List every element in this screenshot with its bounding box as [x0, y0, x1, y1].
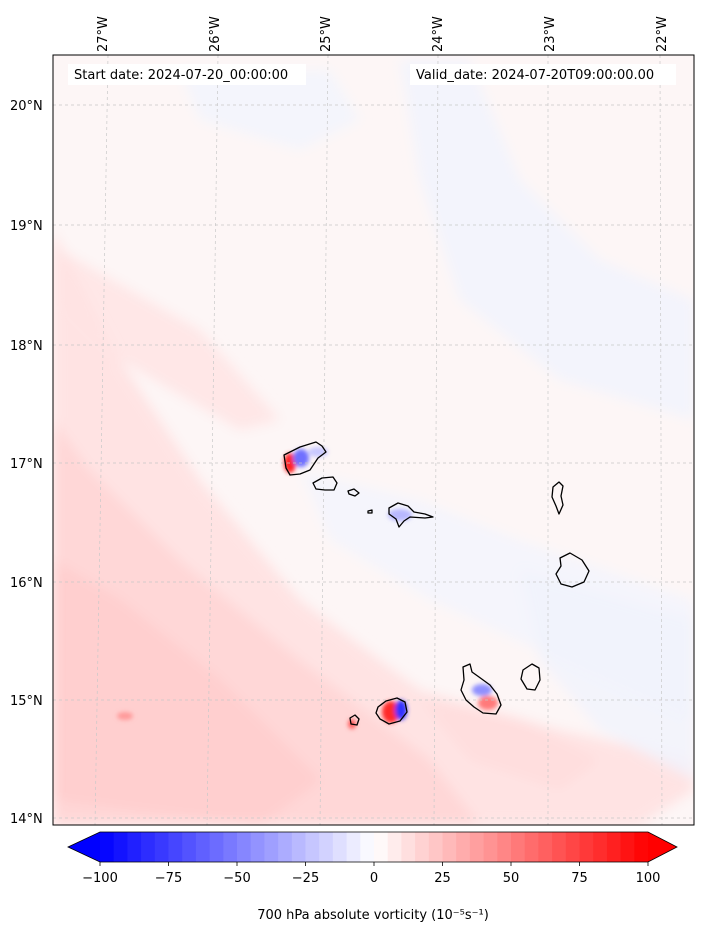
- colorbar-segment: [415, 832, 430, 862]
- colorbar-segment: [291, 832, 307, 862]
- colorbar-segment: [305, 832, 320, 862]
- colorbar-tick-label: −50: [223, 871, 250, 886]
- colorbar-segment: [606, 832, 622, 862]
- island-branco: [367, 509, 373, 514]
- colorbar-segment: [182, 832, 197, 862]
- colorbar-tick-label: −75: [155, 871, 182, 886]
- colorbar-extend-min: [68, 832, 100, 862]
- colorbar-segment: [374, 832, 389, 862]
- colorbar-tick-label: 100: [636, 871, 661, 886]
- colorbar-segment: [579, 832, 594, 862]
- lon-label: 23°W: [543, 16, 558, 52]
- island-sao-nicolau: [388, 502, 434, 528]
- lat-label: 14°N: [10, 812, 43, 827]
- colorbar-segment: [483, 832, 498, 862]
- colorbar-segment: [565, 832, 581, 862]
- island-maio: [520, 663, 541, 691]
- colorbar-segment: [250, 832, 265, 862]
- colorbar-segment: [319, 832, 334, 862]
- colorbar-tick-label: 75: [571, 871, 588, 886]
- colorbar-segment: [497, 832, 512, 862]
- island-fogo: [375, 697, 408, 725]
- colorbar-segment: [223, 832, 238, 862]
- lon-label: 26°W: [208, 16, 223, 52]
- lat-label: 16°N: [10, 576, 43, 591]
- gridlines: [53, 55, 694, 825]
- colorbar-segments: [68, 832, 677, 862]
- island-santa-luzia: [347, 488, 360, 497]
- colorbar: −100 −75 −50 −25 0 25 50 75 100 700 hPa …: [67, 831, 678, 923]
- lon-label: 22°W: [655, 16, 670, 52]
- colorbar-tick-labels: −100 −75 −50 −25 0 25 50 75 100: [82, 871, 660, 886]
- colorbar-segment: [154, 832, 170, 862]
- colorbar-segment: [195, 832, 211, 862]
- colorbar-segment: [237, 832, 252, 862]
- vorticity-field: [53, 60, 694, 825]
- colorbar-tick-label: 0: [370, 871, 378, 886]
- colorbar-segment: [511, 832, 526, 862]
- colorbar-tick-label: 50: [503, 871, 520, 886]
- island-sal: [551, 481, 564, 515]
- header-start-box: [68, 64, 306, 85]
- lon-label: 24°W: [431, 16, 446, 52]
- start-date-text: Start date: 2024-07-20_00:00:00: [74, 68, 288, 83]
- map-frame: [52, 54, 695, 826]
- colorbar-segment: [442, 832, 457, 862]
- lat-label: 19°N: [10, 219, 43, 234]
- colorbar-ticks: [99, 862, 649, 866]
- colorbar-segment: [620, 832, 635, 862]
- colorbar-segment: [401, 832, 416, 862]
- lon-label: 25°W: [319, 16, 334, 52]
- colorbar-segment: [387, 832, 402, 862]
- colorbar-segment: [141, 832, 156, 862]
- colorbar-segment: [552, 832, 567, 862]
- colorbar-segment: [127, 832, 142, 862]
- lat-label: 20°N: [10, 99, 43, 114]
- colorbar-segment: [100, 832, 115, 862]
- colorbar-segment: [209, 832, 224, 862]
- colorbar-tick-label: −25: [292, 871, 319, 886]
- colorbar-tick-label: 25: [434, 871, 451, 886]
- island-sao-vicente: [312, 476, 338, 491]
- lon-label: 27°W: [96, 16, 111, 52]
- lat-label: 15°N: [10, 694, 43, 709]
- colorbar-segment: [524, 832, 539, 862]
- lat-label: 18°N: [10, 339, 43, 354]
- coastlines: [283, 441, 590, 726]
- colorbar-segment: [469, 832, 485, 862]
- lat-label: 17°N: [10, 457, 43, 472]
- latitude-labels: 20°N 19°N 18°N 17°N 16°N 15°N 14°N: [10, 99, 43, 827]
- colorbar-segment: [113, 832, 128, 862]
- island-brava: [349, 714, 360, 726]
- colorbar-segment: [538, 832, 553, 862]
- colorbar-extend-max: [648, 832, 677, 862]
- colorbar-segment: [360, 832, 375, 862]
- colorbar-segment: [634, 832, 649, 862]
- island-boa-vista: [555, 552, 590, 588]
- island-santiago: [460, 663, 502, 715]
- colorbar-segment: [278, 832, 293, 862]
- colorbar-segment: [593, 832, 608, 862]
- colorbar-segment: [346, 832, 361, 862]
- map-panel: Start date: 2024-07-20_00:00:00 Valid_da…: [53, 55, 694, 825]
- colorbar-segment: [264, 832, 279, 862]
- valid-date-text: Valid_date: 2024-07-20T09:00:00.00: [416, 68, 654, 83]
- island-santo-antao: [283, 441, 327, 476]
- colorbar-segment: [168, 832, 183, 862]
- colorbar-segment: [456, 832, 471, 862]
- colorbar-label: 700 hPa absolute vorticity (10⁻⁵s⁻¹): [257, 908, 489, 923]
- header-valid-box: [410, 64, 676, 85]
- colorbar-segment: [332, 832, 348, 862]
- colorbar-tick-label: −100: [82, 871, 118, 886]
- colorbar-segment: [428, 832, 444, 862]
- longitude-labels: 27°W 26°W 25°W 24°W 23°W 22°W: [96, 16, 670, 52]
